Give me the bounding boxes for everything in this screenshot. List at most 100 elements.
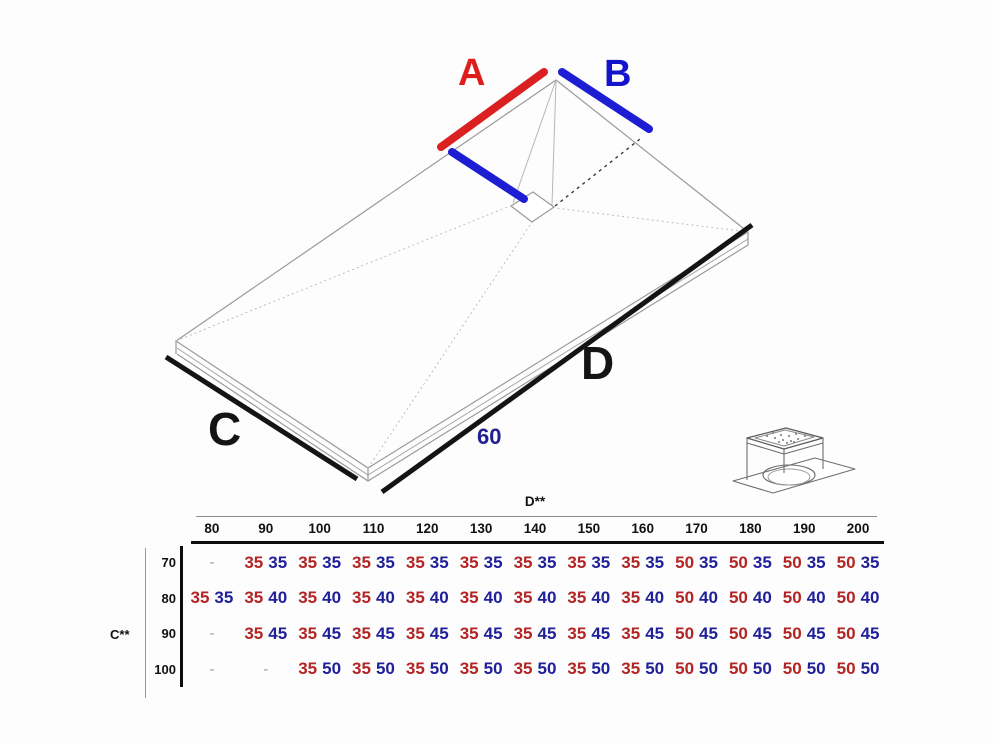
table-cell: 35 45 <box>508 616 562 652</box>
table-cell: - <box>185 616 239 652</box>
header-top-rule <box>196 516 877 517</box>
cell-value-red: 35 <box>244 623 264 643</box>
cell-value-red: 50 <box>836 659 856 679</box>
cell-value-red: 35 <box>621 552 641 572</box>
row-label-right-rule <box>180 546 183 687</box>
table-cell: 35 40 <box>347 581 401 617</box>
col-header: 120 <box>416 521 439 536</box>
cell-value-blue: 35 <box>375 552 395 572</box>
col-header: 200 <box>846 521 870 536</box>
table-cell: 35 40 <box>616 581 670 617</box>
cell-value-blue: 35 <box>591 552 611 572</box>
cell-value-blue: 40 <box>268 588 288 608</box>
cell-value-red: 50 <box>782 552 802 572</box>
table-cell: 50 45 <box>831 616 885 652</box>
table-cell: 35 45 <box>293 616 347 652</box>
col-header: 170 <box>685 521 708 536</box>
table-cell: 50 35 <box>670 545 724 581</box>
row-label-left-rule <box>145 548 146 698</box>
cell-value-blue: 35 <box>752 552 772 572</box>
cell-value-blue: 40 <box>591 588 611 608</box>
cell-value-blue: 40 <box>806 588 826 608</box>
col-header: 180 <box>739 521 762 536</box>
col-axis-label: D** <box>524 494 546 509</box>
cell-value-blue: 45 <box>429 623 449 643</box>
cell-value-red: 50 <box>782 659 802 679</box>
col-header: 80 <box>204 521 220 536</box>
cell-value-blue: 50 <box>752 659 772 679</box>
table-cell: - <box>239 652 293 688</box>
table-cell: - <box>185 545 239 581</box>
cell-dash: - <box>209 625 215 643</box>
cell-value-red: 50 <box>782 623 802 643</box>
cell-value-red: 50 <box>675 659 695 679</box>
table-body: -35 35 35 35 35 35 35 35 35 35 35 35 35 35 35 35 50 35 50 3… <box>185 545 885 687</box>
col-header: 90 <box>258 521 274 536</box>
crease-right <box>554 207 749 233</box>
table-cell: 35 50 <box>347 652 401 688</box>
cell-value-red: 35 <box>244 552 264 572</box>
measure-d-label: D <box>581 337 615 389</box>
cell-value-blue: 45 <box>699 623 718 643</box>
tray-corner-edges <box>175 232 749 481</box>
table-cell: 35 50 <box>508 652 562 688</box>
cell-value-red: 50 <box>675 623 695 643</box>
table-cell: 35 35 <box>400 545 454 581</box>
cell-value-red: 50 <box>675 552 695 572</box>
cell-value-blue: 45 <box>752 623 772 643</box>
cell-value-blue: 35 <box>537 552 557 572</box>
cell-value-blue: 40 <box>860 588 880 608</box>
cell-value-blue: 50 <box>645 659 665 679</box>
table-cell: 35 35 <box>562 545 616 581</box>
cell-value-red: 35 <box>352 588 371 608</box>
row-header: 90 <box>161 626 176 642</box>
cell-value-red: 35 <box>352 623 371 643</box>
measure-c-line <box>164 354 359 482</box>
header-bottom-rule <box>191 541 884 544</box>
tray-rim-line <box>176 238 749 476</box>
cell-value-blue: 40 <box>429 588 449 608</box>
cell-value-blue: 35 <box>860 552 880 572</box>
table-cell: 35 50 <box>616 652 670 688</box>
cell-value-blue: 35 <box>322 552 342 572</box>
table-cell: 35 40 <box>400 581 454 617</box>
table-cell: 35 35 <box>454 545 508 581</box>
table-cell: 35 35 <box>616 545 670 581</box>
cell-value-red: 35 <box>298 552 318 572</box>
measure-a-line <box>437 68 548 151</box>
table-cell: 50 50 <box>777 652 831 688</box>
table-cell: 50 45 <box>777 616 831 652</box>
measure-d-line <box>380 222 754 495</box>
table-cell: 50 35 <box>723 545 777 581</box>
cell-value-red: 35 <box>567 588 587 608</box>
cell-value-red: 35 <box>405 623 425 643</box>
cell-value-blue: 50 <box>591 659 611 679</box>
table-cell: 35 40 <box>562 581 616 617</box>
cell-value-red: 50 <box>675 588 695 608</box>
cell-value-blue: 50 <box>483 659 503 679</box>
table-cell: 50 40 <box>777 581 831 617</box>
cell-value-blue: 40 <box>322 588 342 608</box>
cell-value-blue: 50 <box>322 659 342 679</box>
table-cell: 35 35 <box>185 581 239 617</box>
cell-value-red: 35 <box>405 552 425 572</box>
table-cell: 50 40 <box>670 581 724 617</box>
cell-value-red: 35 <box>513 588 533 608</box>
table-cell: 35 45 <box>400 616 454 652</box>
cell-value-blue: 45 <box>591 623 611 643</box>
cell-value-red: 35 <box>298 588 318 608</box>
col-header: 190 <box>792 521 816 536</box>
cell-value-blue: 50 <box>537 659 557 679</box>
cell-value-red: 50 <box>782 588 802 608</box>
col-header: 140 <box>523 521 547 536</box>
table-cell: 50 35 <box>777 545 831 581</box>
table-cell: 35 35 <box>508 545 562 581</box>
cell-value-blue: 40 <box>483 588 503 608</box>
table-cell: 50 40 <box>723 581 777 617</box>
table-cell: 35 50 <box>400 652 454 688</box>
row-axis-label: C** <box>110 627 130 642</box>
crease-left <box>175 205 511 342</box>
table-cell: 35 40 <box>508 581 562 617</box>
cell-value-red: 50 <box>836 623 856 643</box>
